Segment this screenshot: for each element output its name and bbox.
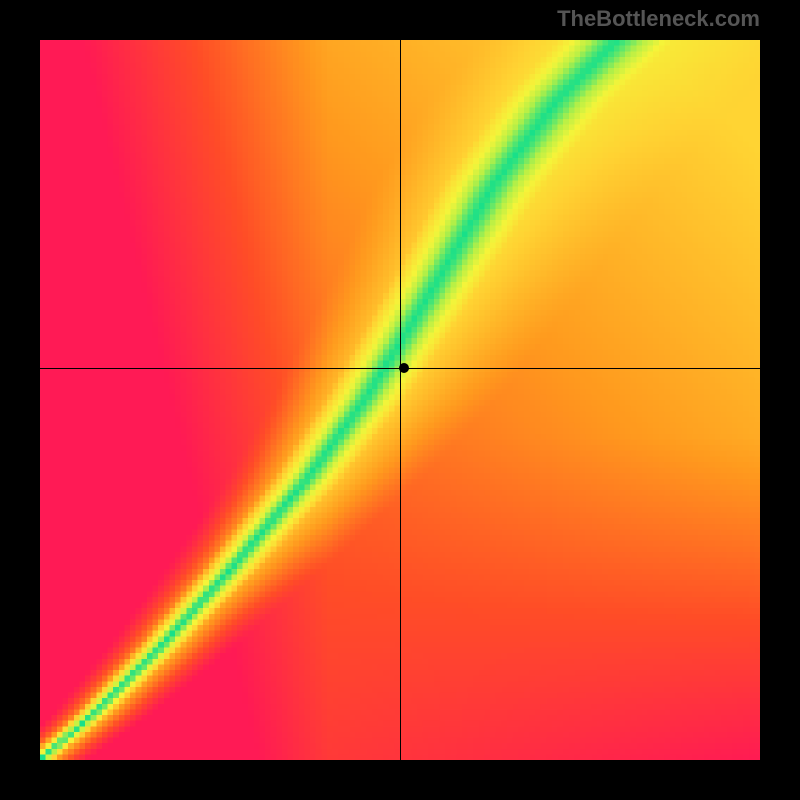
watermark-text: TheBottleneck.com xyxy=(557,6,760,32)
crosshair-marker-dot xyxy=(399,363,409,373)
heatmap-plot-area xyxy=(40,40,760,760)
crosshair-vertical-line xyxy=(400,40,401,760)
